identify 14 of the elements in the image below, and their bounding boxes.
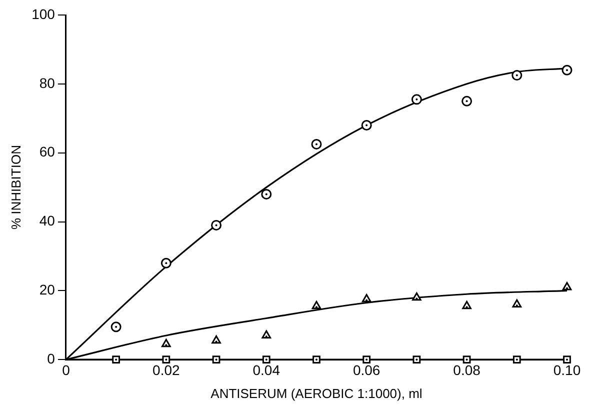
x-tick-label: 0.04 bbox=[252, 362, 280, 378]
y-tick-label: 60 bbox=[39, 144, 56, 160]
y-tick-label: 100 bbox=[32, 6, 56, 22]
x-tick-label: 0.06 bbox=[352, 362, 380, 378]
x-axis-title: ANTISERUM (AEROBIC 1:1000), ml bbox=[210, 386, 422, 401]
x-tick-label: 0 bbox=[62, 362, 70, 378]
y-tick-label: 80 bbox=[39, 74, 56, 91]
x-tick-label: 0.10 bbox=[553, 362, 581, 378]
y-axis-title: % INHIBITION bbox=[8, 145, 24, 230]
y-tick-label: 0 bbox=[47, 350, 56, 366]
x-tick-label: 0.08 bbox=[453, 362, 481, 378]
x-tick-label: 0.02 bbox=[152, 362, 180, 378]
y-tick-label: 40 bbox=[39, 212, 56, 229]
y-tick-label: 20 bbox=[39, 282, 56, 298]
